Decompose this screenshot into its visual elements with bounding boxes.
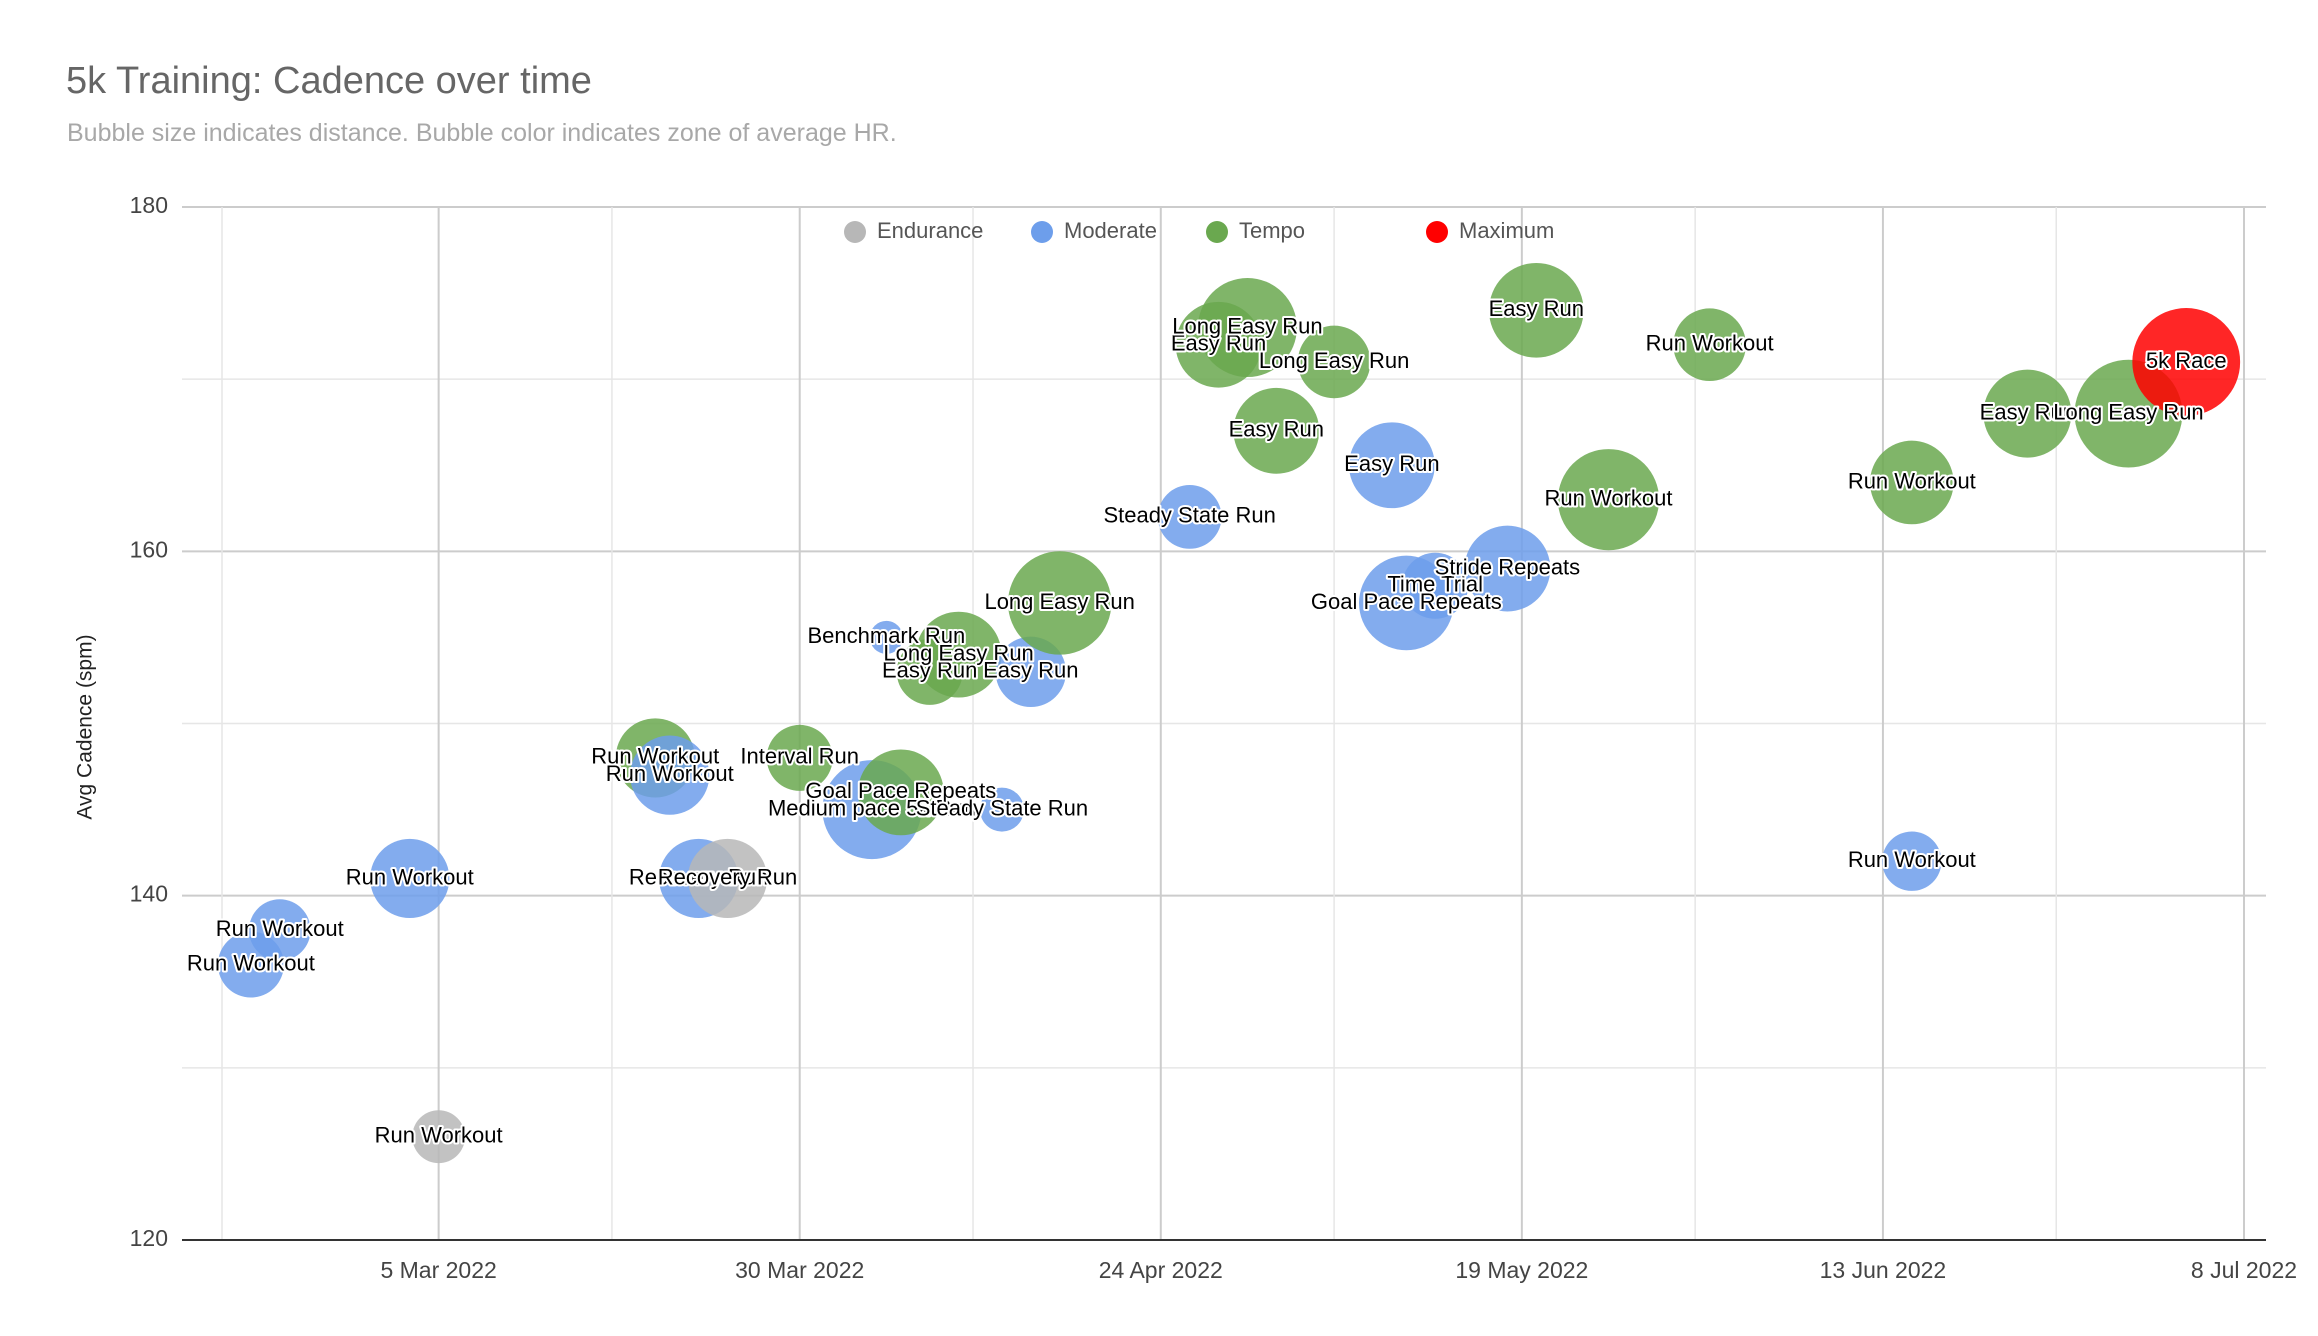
bubble-label: Run Workout <box>346 864 474 889</box>
legend-marker <box>844 221 866 243</box>
legend-label: Maximum <box>1459 218 1554 243</box>
bubble-label: Run Workout <box>1646 331 1774 356</box>
x-tick-label: 24 Apr 2022 <box>1099 1257 1223 1283</box>
bubble-label: Run Workout <box>1848 847 1976 872</box>
x-tick-label: 30 Mar 2022 <box>735 1257 864 1283</box>
x-tick-label: 13 Jun 2022 <box>1820 1257 1947 1283</box>
bubble-endurance[interactable] <box>412 1110 466 1164</box>
y-tick-label: 160 <box>130 536 168 562</box>
bubble-label: Long Easy Run <box>2053 399 2203 424</box>
bubble-moderate[interactable] <box>979 787 1024 832</box>
bubble-label: Steady State Run <box>1103 503 1275 528</box>
bubble-moderate[interactable] <box>995 636 1066 708</box>
bubble-tempo[interactable] <box>1983 369 2072 458</box>
bubble-label: Long Easy Run <box>1172 313 1322 338</box>
y-tick-label: 140 <box>130 881 168 907</box>
bubble-tempo[interactable] <box>766 724 833 791</box>
bubble-tempo[interactable] <box>1297 325 1371 399</box>
bubble-label: Easy Run <box>1344 451 1439 476</box>
bubble-tempo[interactable] <box>1007 551 1112 655</box>
legend: Endurance Moderate Tempo Maximum <box>844 218 1554 243</box>
legend-item-tempo[interactable]: Tempo <box>1206 218 1305 243</box>
bubble-moderate[interactable] <box>1464 525 1551 612</box>
bubble-moderate[interactable] <box>370 838 450 919</box>
bubble-tempo[interactable] <box>1673 308 1746 382</box>
bubble-tempo[interactable] <box>1489 263 1584 358</box>
legend-label: Tempo <box>1239 218 1305 243</box>
bubble-label: Interval Run <box>740 744 859 769</box>
bubble-label: 5k Race <box>2146 348 2227 373</box>
bubble-label: Stride Repeats <box>1435 554 1581 579</box>
bubble-moderate[interactable] <box>248 899 311 961</box>
legend-label: Moderate <box>1064 218 1157 243</box>
bubble-moderate[interactable] <box>630 735 710 815</box>
bubble-moderate[interactable] <box>1157 485 1222 549</box>
bubble-label: Medium pace 5k Run <box>768 795 976 820</box>
chart-title: 5k Training: Cadence over time <box>66 60 592 102</box>
bubble-label: Goal Pace Repeats <box>1311 589 1502 614</box>
legend-item-maximum[interactable]: Maximum <box>1426 218 1554 243</box>
bubble-label: Run Workout <box>216 916 344 941</box>
x-tick-label: 8 Jul 2022 <box>2191 1257 2297 1283</box>
x-tick-label: 5 Mar 2022 <box>380 1257 496 1283</box>
bubble-label: Run Workout <box>187 950 315 975</box>
chart-subtitle: Bubble size indicates distance. Bubble c… <box>67 119 897 147</box>
bubble-label: Easy Run <box>1980 399 2075 424</box>
bubble-label: Recovery Run <box>658 864 797 889</box>
bubble-label: Run Workout <box>375 1123 503 1148</box>
bubble-label: Benchmark Run <box>807 623 965 648</box>
legend-marker <box>1031 221 1053 243</box>
y-tick-label: 120 <box>130 1225 168 1251</box>
bubble-moderate[interactable] <box>1348 422 1435 509</box>
grid-layer <box>182 206 2266 1241</box>
bubble-label: Steady State Run <box>916 795 1088 820</box>
bubble-label: Easy Run <box>983 658 1078 683</box>
bubble-moderate[interactable] <box>1402 552 1469 619</box>
legend-label: Endurance <box>877 218 983 243</box>
bubble-tempo[interactable] <box>1233 387 1320 474</box>
bubble-label: Long Easy Run <box>883 640 1033 665</box>
bubble-maximum[interactable] <box>2132 308 2241 416</box>
bubble-moderate[interactable] <box>869 620 903 654</box>
bubble-label: Goal Pace Repeats <box>805 778 996 803</box>
bubble-label: Run Workout <box>606 761 734 786</box>
legend-marker <box>1426 221 1448 243</box>
bubble-label: Long Easy Run <box>984 589 1134 614</box>
bubble-label: Easy Run <box>1229 417 1324 442</box>
bubble-endurance[interactable] <box>687 838 768 919</box>
legend-item-moderate[interactable]: Moderate <box>1031 218 1157 243</box>
bubble-moderate[interactable] <box>1882 831 1942 891</box>
bubble-tempo[interactable] <box>1870 440 1954 525</box>
bubble-tempo[interactable] <box>1557 449 1660 551</box>
bubble-label: Time Trial <box>1387 572 1483 597</box>
legend-marker <box>1206 221 1228 243</box>
bubble-tempo[interactable] <box>857 749 944 836</box>
y-tick-label: 180 <box>130 192 168 218</box>
bubble-label: Easy Run <box>1489 296 1584 321</box>
bubble-layer <box>217 263 2241 1164</box>
x-tick-label: 19 May 2022 <box>1455 1257 1588 1283</box>
bubble-label: Easy Run <box>1171 331 1266 356</box>
bubble-label: Easy Run <box>882 658 977 683</box>
bubble-tempo[interactable] <box>915 611 1002 698</box>
bubble-tempo[interactable] <box>1197 278 1297 378</box>
tick-layer: 5 Mar 2022 30 Mar 2022 24 Apr 2022 19 May 2… <box>130 192 2297 1283</box>
y-axis-label: Avg Cadence (spm) <box>74 634 97 819</box>
bubble-label: Run Workout <box>591 744 719 769</box>
bubble-label: Run Workout <box>1848 468 1976 493</box>
bubble-label: Run Workout <box>1545 485 1673 510</box>
bubble-label: Recovery Run <box>629 864 768 889</box>
legend-item-endurance[interactable]: Endurance <box>844 218 983 243</box>
bubble-label: Long Easy Run <box>1259 348 1409 373</box>
